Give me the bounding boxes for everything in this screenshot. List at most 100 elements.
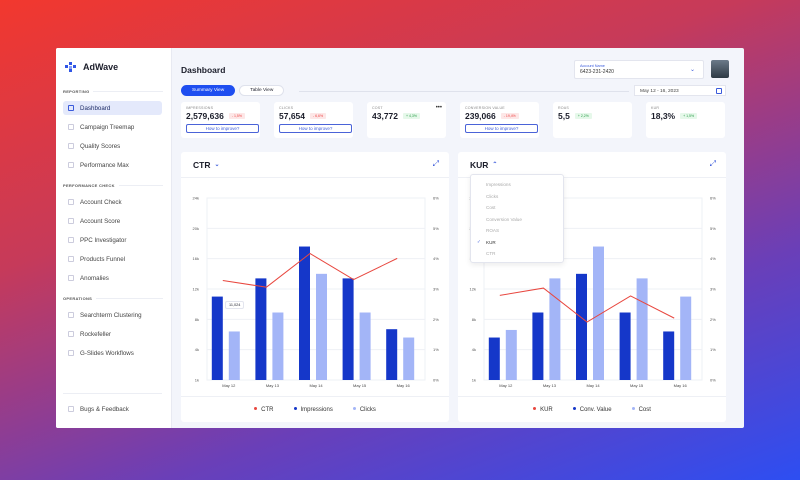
line-ctr: [222, 252, 398, 288]
kpi-name: COST: [372, 106, 383, 110]
sidebar-item-searchterm-clustering[interactable]: Searchterm Clustering: [63, 308, 162, 322]
legend-item[interactable]: Conv. Value: [572, 407, 612, 413]
y2-tick-label: 4%: [710, 256, 716, 261]
legend-item[interactable]: KUR: [533, 407, 553, 413]
x-tick-label: May 13: [266, 383, 280, 388]
tab-summary-view[interactable]: Summary View: [181, 85, 236, 96]
dropdown-option[interactable]: Conversion Value: [486, 216, 522, 222]
dropdown-option[interactable]: ROAS: [486, 228, 500, 234]
legend-item[interactable]: Cost: [631, 407, 651, 413]
chart-metric-select[interactable]: KUR ⌃: [458, 152, 726, 178]
date-range-text: May 12 - 16, 2023: [640, 89, 679, 94]
dropdown-option[interactable]: Clicks: [486, 193, 499, 199]
legend-marker: [293, 407, 297, 411]
account-value: 6423-231-2420: [580, 69, 614, 75]
sidebar-item-account-score[interactable]: Account Score: [63, 214, 162, 228]
legend-marker: [352, 407, 356, 411]
y2-tick-label: 6%: [433, 196, 439, 201]
account-select[interactable]: Account Name 6423-231-2420 ⌄: [574, 60, 704, 79]
page-icon: [68, 350, 74, 356]
legend-marker: [254, 407, 258, 411]
sidebar-item-label: PPC Investigator: [80, 236, 127, 244]
sidebar-item-rockefeller[interactable]: Rockefeller: [63, 327, 162, 341]
bar-impressions: [342, 278, 354, 380]
kpi-name: KUR: [651, 106, 660, 110]
dropdown-option[interactable]: Impressions: [486, 182, 511, 188]
page-icon: [68, 218, 74, 224]
sidebar: AdWave REPORTING Dashboard Campaign Treema…: [56, 48, 172, 428]
sidebar-item-label: Account Score: [80, 217, 121, 225]
bar-impressions: [386, 329, 398, 380]
sidebar-item-label: Campaign Treemap: [80, 123, 135, 131]
sidebar-item-ppc-investigator[interactable]: PPC Investigator: [63, 233, 162, 247]
calendar-icon[interactable]: [716, 88, 722, 94]
chart-legend: CTR Impressions Clicks: [181, 396, 449, 422]
kur-chart-panel: KUR⌃ ⤢ 1k0%4k1%8k2%12k3%16k4%20k5%24k6%M…: [458, 152, 726, 422]
kpi-card-cost: COST 43,772 + 4,3% •••: [367, 102, 446, 138]
app-name: AdWave: [83, 62, 119, 72]
expand-icon[interactable]: ⤢: [709, 159, 716, 168]
bar-impressions: [299, 246, 310, 380]
page-icon: [68, 199, 74, 205]
sidebar-item-label: Rockefeller: [80, 330, 111, 338]
sidebar-item-dashboard[interactable]: Dashboard: [63, 101, 162, 115]
bar-clicks: [359, 312, 371, 380]
metric-dropdown: Impressions Clicks Cost Conversion Value ROA…: [470, 174, 564, 263]
app-window: AdWave REPORTING Dashboard Campaign Treema…: [56, 48, 744, 428]
y-tick-label: 16k: [193, 256, 199, 261]
x-tick-label: May 13: [543, 383, 557, 388]
ctr-chart-panel: CTR ⌄ ⤢ 1k 0% 4k 1% 8k 2% 12k 3% 16k 4% 20k 5% 24k 6% M…: [181, 152, 449, 422]
main: Dashboard Account Name 6423-231-2420 ⌄ S…: [181, 48, 744, 428]
tooltip: 11,024: [225, 301, 245, 309]
legend-item[interactable]: Impressions: [293, 407, 333, 413]
kpi-delta-badge: - 19,4%: [500, 113, 519, 119]
sidebar-item-campaign-treemap[interactable]: Campaign Treemap: [63, 120, 162, 134]
x-tick-label: May 16: [397, 383, 411, 388]
y-tick-label: 1k: [195, 378, 199, 383]
account-label: Account Name: [580, 64, 605, 68]
expand-icon[interactable]: ⤢: [432, 159, 439, 168]
tab-table-view[interactable]: Table View: [239, 85, 285, 96]
legend-marker: [572, 407, 576, 411]
how-to-improve-button[interactable]: How to improve?: [186, 124, 259, 133]
sidebar-item-performance-max[interactable]: Performance Max: [63, 158, 162, 172]
bar-impressions: [255, 278, 267, 380]
more-options-icon[interactable]: •••: [435, 105, 442, 111]
page-icon: [68, 331, 74, 337]
dropdown-option[interactable]: CTR: [486, 251, 496, 257]
page-icon: [68, 105, 74, 111]
y-tick-label: 24k: [193, 196, 199, 201]
dropdown-option[interactable]: Cost: [486, 205, 496, 211]
bug-icon: [68, 406, 74, 412]
sidebar-item-products-funnel[interactable]: Products Funnel: [63, 252, 162, 266]
sidebar-item-label: Products Funnel: [80, 255, 126, 263]
sidebar-item-bugs-feedback[interactable]: Bugs & Feedback: [63, 402, 162, 416]
sidebar-item-label: Anomalies: [80, 274, 109, 282]
legend-item[interactable]: CTR: [254, 407, 274, 413]
chart-metric-select[interactable]: CTR ⌄: [181, 152, 449, 178]
sidebar-item-g-slides-workflows[interactable]: G-Slides Workflows: [63, 346, 162, 360]
sidebar-item-account-check[interactable]: Account Check: [63, 195, 162, 209]
how-to-improve-button[interactable]: How to improve?: [465, 124, 538, 133]
sidebar-item-anomalies[interactable]: Anomalies: [63, 271, 162, 285]
avatar[interactable]: [711, 60, 729, 78]
x-tick-label: May 14: [586, 383, 600, 388]
page-icon: [68, 143, 74, 149]
section-heading: PERFORMANCE CHECK: [63, 183, 163, 188]
divider: [63, 393, 162, 394]
kpi-delta-badge: - 1,5%: [228, 113, 245, 119]
bar-cost: [593, 246, 604, 380]
kpi-value: 239,066: [465, 111, 496, 121]
sidebar-item-label: Account Check: [80, 198, 122, 206]
x-tick-label: May 14: [309, 383, 323, 388]
dropdown-option[interactable]: KUR: [471, 237, 563, 249]
chart-title: KUR: [470, 159, 489, 170]
sidebar-item-quality-scores[interactable]: Quality Scores: [63, 139, 162, 153]
legend-item[interactable]: Clicks: [352, 407, 376, 413]
bar-conv-value: [663, 331, 675, 380]
x-tick-label: May 12: [499, 383, 513, 388]
section-heading: OPERATIONS: [63, 296, 163, 301]
date-range-picker[interactable]: May 12 - 16, 2023: [634, 85, 726, 96]
sidebar-item-label: G-Slides Workflows: [80, 349, 134, 357]
how-to-improve-button[interactable]: How to improve?: [279, 124, 352, 133]
